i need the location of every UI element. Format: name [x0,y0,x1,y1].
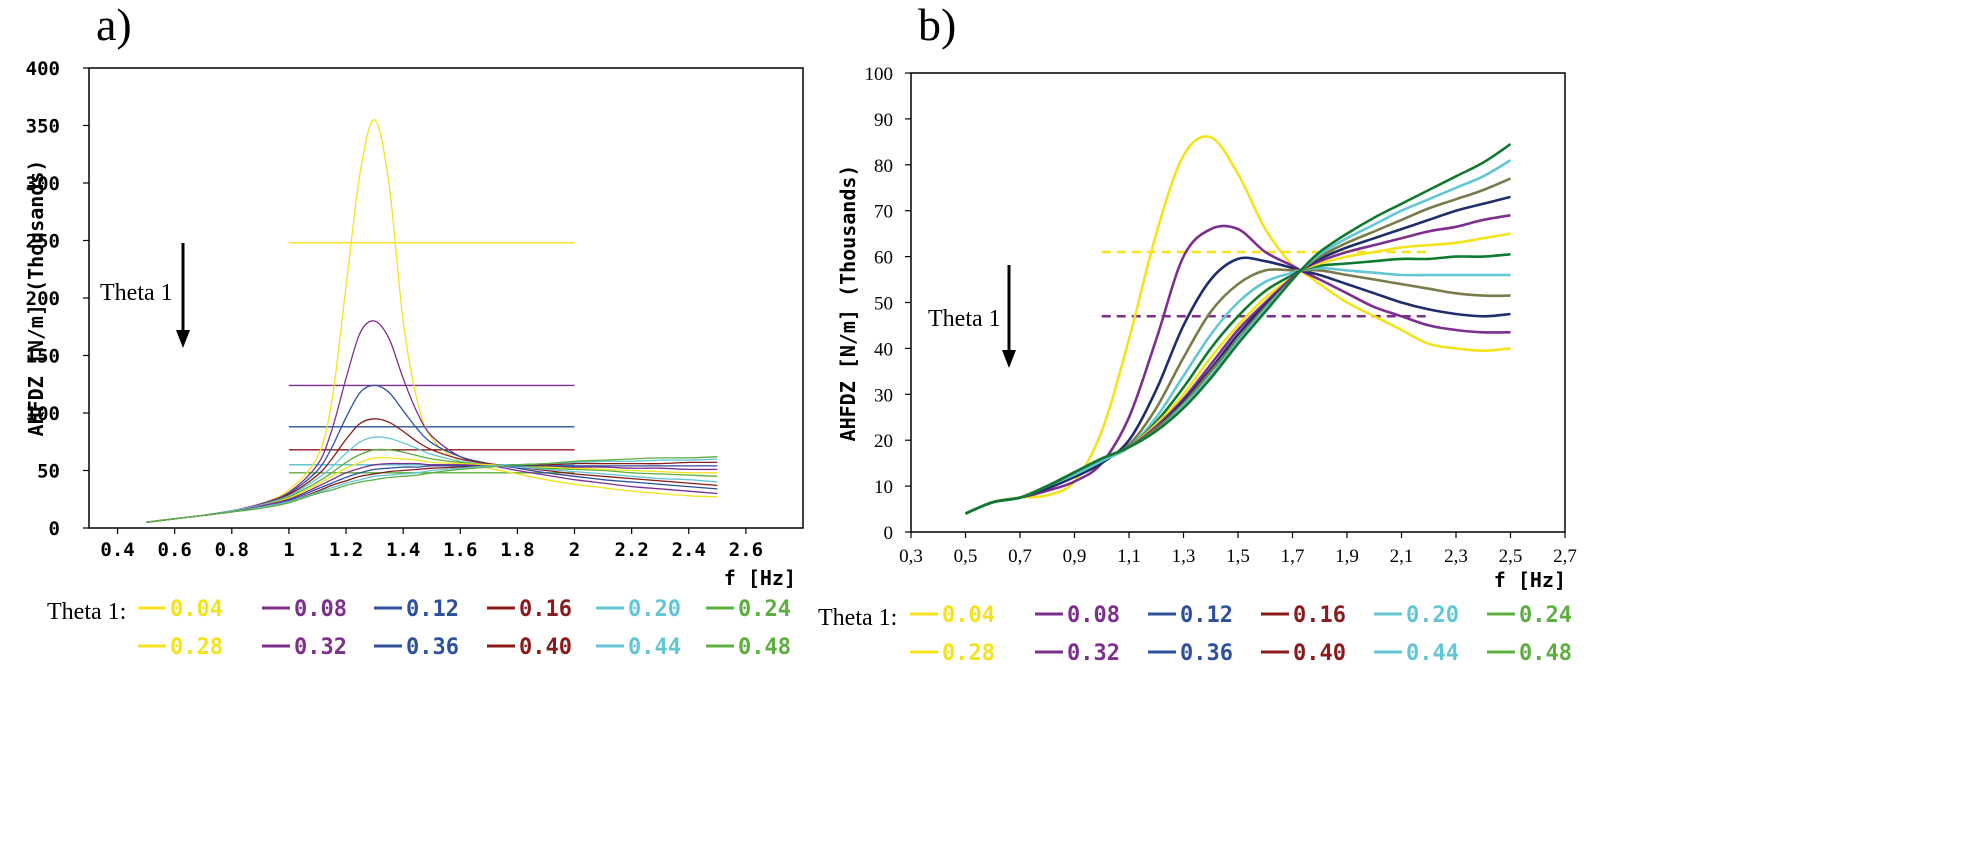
legend-label-0.12: 0.12 [406,597,459,622]
legend-label-0.32: 0.32 [1067,641,1120,666]
x-tick-label: 0,7 [1008,546,1032,567]
series-line-0.32 [146,462,718,523]
series-line-0.36 [146,465,718,523]
legend-label-0.40: 0.40 [519,635,572,660]
y-tick-label: 70 [874,202,893,223]
y-tick-label: 100 [26,403,60,425]
x-tick-label: 2.2 [614,539,648,561]
x-tick-label: 2,7 [1553,546,1577,567]
legend-label-0.28: 0.28 [942,641,995,666]
x-tick-label: 0,9 [1063,546,1087,567]
y-axis-title-a: AHFDZ [N/m] (Thousands) [24,160,48,437]
legend-label-0.16: 0.16 [1293,603,1346,628]
series-line-0.48 [146,456,718,523]
legend-label-0.20: 0.20 [628,597,681,622]
y-tick-label: 0 [884,523,894,544]
x-tick-label: 2.6 [729,539,763,561]
legend-label-0.08: 0.08 [294,597,347,622]
legend-label-0.04: 0.04 [942,603,995,628]
legend-label-0.16: 0.16 [519,597,572,622]
legend-label-0.36: 0.36 [1180,641,1233,666]
x-tick-label: 1,5 [1226,546,1250,567]
series-line-0.16 [964,268,1511,515]
x-tick-label: 1,1 [1117,546,1141,567]
legend-label-0.12: 0.12 [1180,603,1233,628]
y-tick-label: 0 [49,518,60,540]
y-tick-label: 200 [26,288,60,310]
legend-label-0.36: 0.36 [406,635,459,660]
y-tick-label: 30 [874,385,893,406]
legend-label-0.04: 0.04 [170,597,223,622]
series-line-0.12 [964,256,1511,515]
x-tick-label: 0,5 [954,546,978,567]
x-tick-label: 2,5 [1499,546,1523,567]
y-tick-label: 50 [874,294,893,315]
series-line-0.08 [964,224,1511,515]
series-line-0.24 [964,253,1511,515]
x-axis-title-a: f [Hz] [724,566,796,590]
legend-label-0.48: 0.48 [1519,641,1572,666]
y-tick-label: 90 [874,110,893,131]
x-tick-label: 1.8 [500,539,534,561]
y-tick-label: 350 [26,116,60,138]
x-tick-label: 2,3 [1444,546,1468,567]
theta-arrow-a [176,243,190,348]
x-tick-label: 0,3 [899,546,923,567]
series-line-0.40 [146,461,718,523]
y-tick-label: 150 [26,346,60,368]
x-tick-label: 2,1 [1390,546,1414,567]
x-tick-label: 1,3 [1172,546,1196,567]
x-tick-label: 2 [569,539,580,561]
y-tick-label: 250 [26,231,60,253]
y-tick-label: 60 [874,248,893,269]
series-line-0.44 [964,159,1512,515]
legend-label-0.24: 0.24 [738,597,791,622]
series-line-0.20 [964,266,1511,515]
theta-label-b: Theta 1 [928,306,1001,332]
x-tick-label: 2.4 [672,539,706,561]
y-tick-label: 40 [874,339,893,360]
legend-title-b: Theta 1: [818,605,897,631]
y-tick-label: 80 [874,156,893,177]
legend-label-0.20: 0.20 [1406,603,1459,628]
y-tick-label: 300 [26,173,60,195]
theta-label-a: Theta 1 [100,280,173,306]
legend-label-0.08: 0.08 [1067,603,1120,628]
x-axis-title-b: f [Hz] [1494,568,1566,592]
legend-label-0.24: 0.24 [1519,603,1572,628]
legend-label-0.28: 0.28 [170,635,223,660]
panel-label-a: a) [96,0,132,50]
y-tick-label: 20 [874,431,893,452]
x-tick-label: 0.4 [100,539,134,561]
theta-arrow-b [1002,265,1016,368]
legend-label-0.32: 0.32 [294,635,347,660]
y-tick-label: 400 [26,58,60,80]
x-tick-label: 1,9 [1335,546,1359,567]
series-line-0.08 [146,320,718,523]
legend-title-a: Theta 1: [47,599,126,625]
x-tick-label: 1,7 [1281,546,1305,567]
legend-label-0.40: 0.40 [1293,641,1346,666]
x-tick-label: 1.2 [329,539,363,561]
x-tick-label: 1 [283,539,294,561]
legend-label-0.48: 0.48 [738,635,791,660]
y-tick-label: 10 [874,477,893,498]
series-line-0.20 [146,436,718,523]
legend-label-0.44: 0.44 [1406,641,1459,666]
plot-frame-a [88,67,804,529]
series-line-0.48 [964,143,1512,515]
series-line-0.44 [146,458,718,523]
x-tick-label: 0.6 [158,539,192,561]
x-tick-label: 1.4 [386,539,420,561]
y-tick-label: 50 [37,461,60,483]
series-line-0.28 [146,456,718,523]
legend-label-0.44: 0.44 [628,635,681,660]
y-axis-title-b: AHFDZ [N/m] (Thousands) [836,165,860,442]
x-tick-label: 0.8 [215,539,249,561]
x-tick-label: 1.6 [443,539,477,561]
series-line-0.04 [964,135,1511,515]
panel-label-b: b) [918,0,956,50]
y-tick-label: 100 [865,64,894,85]
